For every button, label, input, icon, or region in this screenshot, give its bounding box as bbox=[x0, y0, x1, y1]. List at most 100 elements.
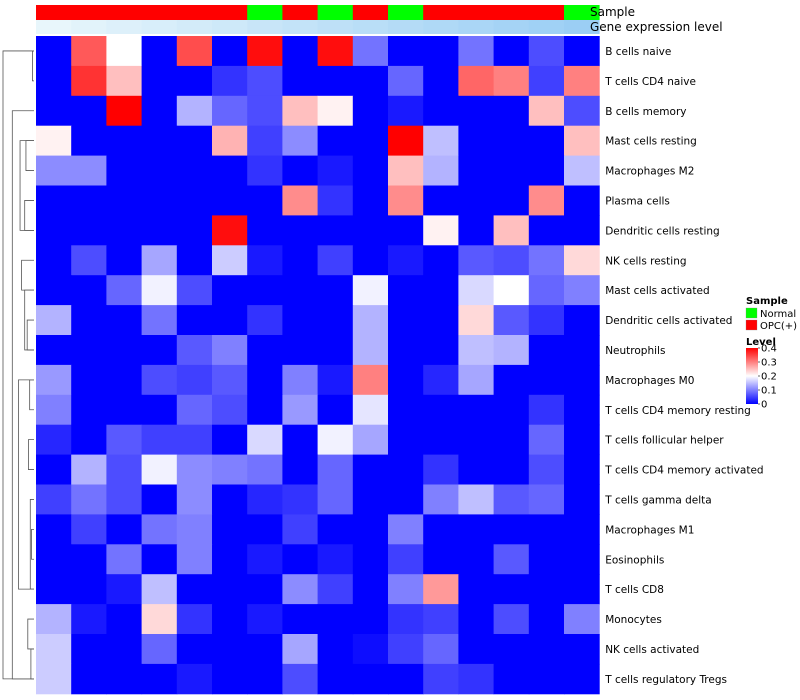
heatmap-cell bbox=[493, 424, 530, 456]
heatmap-cell bbox=[388, 364, 424, 396]
heatmap-cell bbox=[141, 364, 178, 396]
legend-swatch-normal bbox=[745, 307, 758, 319]
heatmap-cell bbox=[388, 574, 424, 605]
heatmap-cell bbox=[141, 574, 178, 605]
heatmap-cell bbox=[36, 95, 72, 127]
heatmap-cell bbox=[528, 185, 565, 216]
row-label: T cells CD4 naive bbox=[604, 76, 696, 88]
heatmap-cell bbox=[106, 364, 143, 396]
heatmap-cell bbox=[352, 634, 389, 665]
heatmap-cell bbox=[458, 604, 495, 635]
heatmap-cell bbox=[141, 335, 178, 366]
heatmap-cell bbox=[212, 514, 248, 545]
heatmap-cell bbox=[388, 484, 424, 515]
heatmap-cell bbox=[282, 634, 319, 665]
heatmap-cell bbox=[388, 514, 424, 545]
heatmap-cell bbox=[36, 394, 72, 426]
heatmap-cell bbox=[212, 275, 248, 306]
heatmap-cell bbox=[458, 335, 495, 366]
heatmap-cell bbox=[423, 634, 459, 665]
heatmap-cell bbox=[176, 185, 213, 216]
heatmap-cell bbox=[36, 155, 72, 186]
heatmap-cell bbox=[423, 514, 459, 545]
heatmap-cell bbox=[282, 604, 319, 635]
heatmap-cell bbox=[317, 364, 354, 396]
heatmap-cells bbox=[36, 36, 600, 695]
heatmap-cell bbox=[212, 394, 248, 426]
row-label: T cells follicular helper bbox=[604, 435, 724, 447]
heatmap-cell bbox=[564, 604, 600, 635]
heatmap-cell bbox=[71, 215, 107, 246]
legend-level-ticks: 0.4 0.3 0.2 0.1 0 bbox=[758, 344, 777, 411]
legend-label-normal: Normal bbox=[760, 309, 796, 320]
heatmap-cell bbox=[388, 394, 424, 426]
expression-annotation-cell bbox=[141, 20, 178, 34]
heatmap-cell bbox=[458, 95, 495, 127]
heatmap-cell bbox=[317, 574, 354, 605]
heatmap-cell bbox=[247, 364, 283, 396]
heatmap-cell bbox=[176, 245, 213, 276]
heatmap-cell bbox=[282, 36, 319, 67]
heatmap-cell bbox=[36, 514, 72, 545]
heatmap-cell bbox=[388, 185, 424, 216]
heatmap-cell bbox=[564, 95, 600, 127]
heatmap-cell bbox=[388, 245, 424, 276]
heatmap-cell bbox=[176, 634, 213, 665]
heatmap-cell bbox=[352, 335, 389, 366]
sample-annotation-cell bbox=[141, 5, 178, 20]
heatmap-cell bbox=[528, 364, 565, 396]
heatmap-cell bbox=[71, 634, 107, 665]
heatmap-cell bbox=[247, 574, 283, 605]
heatmap-cell bbox=[36, 65, 72, 97]
dendrogram-branch bbox=[30, 648, 34, 680]
expression-annotation-cell bbox=[493, 20, 530, 34]
heatmap-cell bbox=[247, 514, 283, 545]
heatmap-cell bbox=[212, 364, 248, 396]
heatmap-cell bbox=[423, 125, 459, 157]
level-tick-label: 0 bbox=[761, 400, 767, 411]
heatmap-cell bbox=[106, 36, 143, 67]
heatmap-cell bbox=[352, 663, 389, 695]
heatmap-cell bbox=[352, 574, 389, 605]
heatmap-cell bbox=[106, 634, 143, 665]
dendrogram-branch bbox=[11, 110, 34, 680]
heatmap-cell bbox=[564, 335, 600, 366]
heatmap-cell bbox=[564, 663, 600, 695]
heatmap-cell bbox=[564, 514, 600, 545]
heatmap-cell bbox=[493, 604, 530, 635]
heatmap-cell bbox=[141, 484, 178, 515]
heatmap-cell bbox=[36, 185, 72, 216]
heatmap-cell bbox=[36, 125, 72, 157]
legend-level-title: Level bbox=[746, 337, 776, 348]
heatmap-cell bbox=[528, 634, 565, 665]
heatmap-cell bbox=[317, 36, 354, 67]
sample-annotation-cell bbox=[176, 5, 213, 20]
heatmap-cell bbox=[176, 604, 213, 635]
sample-annotation-cell bbox=[106, 5, 142, 20]
heatmap-cell bbox=[423, 36, 459, 67]
heatmap-cell bbox=[317, 305, 354, 336]
row-label: NK cells activated bbox=[605, 644, 699, 656]
expression-annotation-cell bbox=[71, 20, 107, 34]
heatmap-cell bbox=[247, 65, 283, 97]
expression-annotation-cell bbox=[36, 20, 72, 34]
heatmap-cell bbox=[317, 663, 354, 695]
heatmap-cell bbox=[528, 95, 565, 127]
heatmap-cell bbox=[71, 335, 107, 366]
heatmap-cell bbox=[564, 484, 600, 515]
heatmap-cell bbox=[141, 36, 178, 67]
heatmap-cell bbox=[247, 394, 283, 426]
heatmap-cell bbox=[212, 215, 248, 246]
heatmap-cell bbox=[212, 125, 248, 157]
heatmap-cell bbox=[176, 215, 213, 246]
expression-annotation-cell bbox=[564, 20, 600, 34]
heatmap-cell bbox=[282, 215, 319, 246]
dendrogram-branch bbox=[29, 499, 34, 590]
heatmap-cell bbox=[317, 394, 354, 426]
heatmap-cell bbox=[458, 125, 495, 157]
heatmap-cell bbox=[352, 155, 389, 186]
heatmap-cell bbox=[106, 544, 143, 575]
dendrogram-branch bbox=[27, 618, 34, 650]
heatmap-cell bbox=[212, 36, 248, 67]
heatmap-cell bbox=[528, 604, 565, 635]
